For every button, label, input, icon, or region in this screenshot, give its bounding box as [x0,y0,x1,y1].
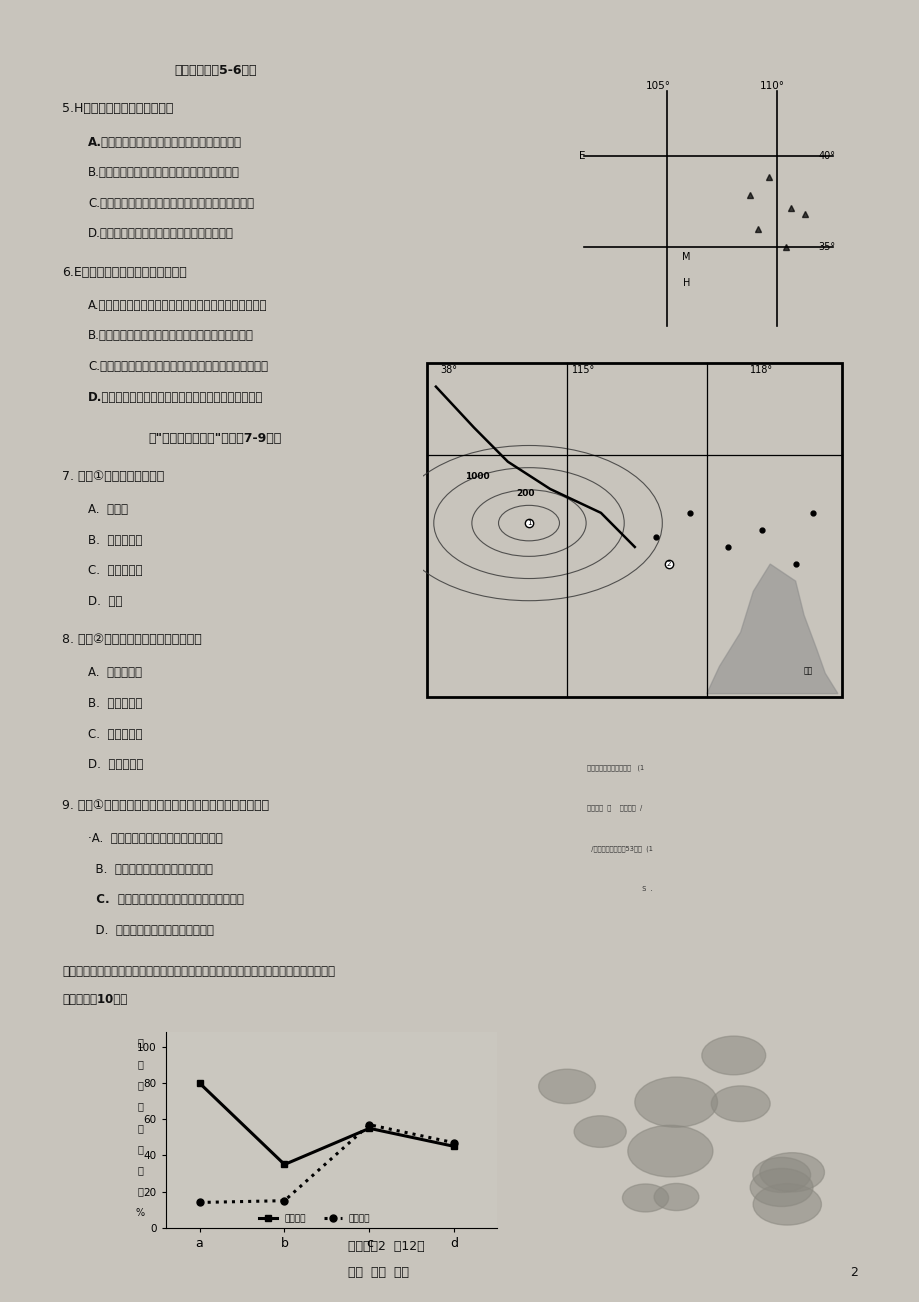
Circle shape [749,1168,812,1207]
Text: E: E [578,151,584,161]
Text: D.江苏省、河南省、陕西省、宁夏回族自治区、青海省: D.江苏省、河南省、陕西省、宁夏回族自治区、青海省 [88,391,263,404]
Text: 1: 1 [527,519,530,526]
Text: 资: 资 [137,1081,142,1090]
Text: A.  甘蔗、柑橘: A. 甘蔗、柑橘 [88,667,142,680]
Text: 所: 所 [137,1122,142,1133]
Text: 40°: 40° [818,151,834,161]
Circle shape [710,1086,769,1121]
Text: 读图完成第10题。: 读图完成第10题。 [62,993,128,1006]
Text: H: H [682,279,689,289]
Text: A.内蒙古高原、黄土高原、青藏高原、云贵高原: A.内蒙古高原、黄土高原、青藏高原、云贵高原 [88,135,242,148]
Text: D.准噶尔盆地、天山、塔里木盆地、青藏高原: D.准噶尔盆地、天山、塔里木盆地、青藏高原 [88,228,233,241]
Text: 高二地试2  共12页: 高二地试2 共12页 [347,1241,424,1254]
Circle shape [752,1157,810,1193]
Polygon shape [706,564,837,694]
Circle shape [634,1077,717,1128]
Text: 源: 源 [137,1101,142,1112]
Text: C.  喀斯特地貌: C. 喀斯特地貌 [88,564,142,577]
Text: A.  冲积扇: A. 冲积扇 [88,503,128,516]
Text: 115°: 115° [572,365,595,375]
Text: D.  沙丘: D. 沙丘 [88,595,122,608]
Circle shape [653,1184,698,1211]
北方地区 [448,1135,460,1151]
Circle shape [753,1184,821,1225]
北方地区 [194,1195,205,1211]
Text: 200: 200 [516,488,534,497]
Circle shape [759,1152,823,1191]
Text: 105°: 105° [645,81,671,91]
Text: /，居户民若内净膜53元三  (1: /，居户民若内净膜53元三 (1 [586,845,652,852]
Text: D.  土壤中含钙质较多，黑土分布广: D. 土壤中含钙质较多，黑土分布广 [88,924,214,937]
南方地区 [278,1156,289,1172]
Text: B.  多为紫色土，冲积土壤比较肥沃: B. 多为紫色土，冲积土壤比较肥沃 [88,863,213,876]
Text: 用心  爱心  专心: 用心 爱心 专心 [347,1266,408,1279]
Text: 读右图，回答5-6题。: 读右图，回答5-6题。 [175,64,256,77]
Text: 7. 图中①地区的地貌类型是: 7. 图中①地区的地貌类型是 [62,470,165,483]
Text: M: M [681,253,690,263]
Text: A.山东省、河北省、山西省、甘肃省、新疆维吾尔自治区: A.山东省、河北省、山西省、甘肃省、新疆维吾尔自治区 [88,299,267,312]
北方地区 [364,1117,375,1133]
Text: 8. 图中②地区的经济作物和林木主要为: 8. 图中②地区的经济作物和林木主要为 [62,633,202,646]
Text: D.  棉花、茶树: D. 棉花、茶树 [88,758,143,771]
Text: 2: 2 [849,1266,857,1279]
Text: 1000: 1000 [465,471,490,480]
Circle shape [573,1116,626,1147]
Text: 38°: 38° [439,365,457,375]
Text: B.  河口三角洲: B. 河口三角洲 [88,534,142,547]
Text: 硬牛小平  总    图南主营  /: 硬牛小平 总 图南主营 / [586,805,641,811]
Legend: 南方地区, 北方地区: 南方地区, 北方地区 [255,1211,374,1228]
Text: 比: 比 [137,1165,142,1176]
Text: 118°: 118° [749,365,773,375]
Text: 占: 占 [137,1144,142,1154]
Text: 6.E纬线穿过的我国省级行政单位有: 6.E纬线穿过的我国省级行政单位有 [62,266,187,279]
Text: B.河北省、山西省、内蒙古自治区、甘肃省、青海省: B.河北省、山西省、内蒙古自治区、甘肃省、青海省 [88,329,254,342]
Text: 大主，评说咸恰淡调膜中   (1: 大主，评说咸恰淡调膜中 (1 [586,764,643,771]
Text: B.内蒙古高原、黄土高原、四川盆地、云贵高原: B.内蒙古高原、黄土高原、四川盆地、云贵高原 [88,167,240,180]
Text: ·A.  人类长期耕作，形成了肥沃的水稻土: ·A. 人类长期耕作，形成了肥沃的水稻土 [88,832,222,845]
Text: %: % [135,1208,144,1217]
Text: 5.H经线穿越的我国大地形区有: 5.H经线穿越的我国大地形区有 [62,103,174,116]
Text: C.  花生、苹果: C. 花生、苹果 [88,728,142,741]
南方地区 [194,1075,205,1091]
Text: C.  土壤中水、肥、气、热协调较好，肥力高: C. 土壤中水、肥、气、热协调较好，肥力高 [88,893,244,906]
Text: S  .: S . [586,885,652,892]
Text: 例: 例 [137,1186,142,1197]
Text: 潮阳: 潮阳 [803,667,812,676]
Text: 9. 图中①地区土地盐碱化较轻、耕地质量较好的自然原因是: 9. 图中①地区土地盐碱化较轻、耕地质量较好的自然原因是 [62,799,269,812]
Text: 35°: 35° [817,242,834,253]
Text: 读"某地区等高线图"，完成7-9题。: 读"某地区等高线图"，完成7-9题。 [149,431,281,444]
Text: 各: 各 [137,1038,142,1048]
Text: 类: 类 [137,1059,142,1069]
Text: 110°: 110° [758,81,784,91]
Circle shape [701,1036,765,1075]
南方地区 [448,1139,460,1155]
Text: C.黄土高原、长江中下游平原、四川盆地、云贵高原: C.黄土高原、长江中下游平原、四川盆地、云贵高原 [88,197,254,210]
Circle shape [627,1125,712,1177]
Text: 2: 2 [665,561,670,568]
北方地区 [278,1193,289,1208]
Text: B.  甜菜、柑橘: B. 甜菜、柑橘 [88,697,142,710]
Circle shape [622,1184,668,1212]
Line: 南方地区: 南方地区 [196,1079,458,1168]
Text: 下图表示我国南方地区和北方地区土地面积、水资源总量、大口径灌溉地等指标的对比。: 下图表示我国南方地区和北方地区土地面积、水资源总量、大口径灌溉地等指标的对比。 [62,965,335,978]
南方地区 [364,1121,375,1137]
Circle shape [538,1069,595,1104]
Text: C.辽宁省、河北省、山西省、甘肃省、新疆维吾尔自治区: C.辽宁省、河北省、山西省、甘肃省、新疆维吾尔自治区 [88,361,267,374]
Line: 北方地区: 北方地区 [196,1121,458,1206]
